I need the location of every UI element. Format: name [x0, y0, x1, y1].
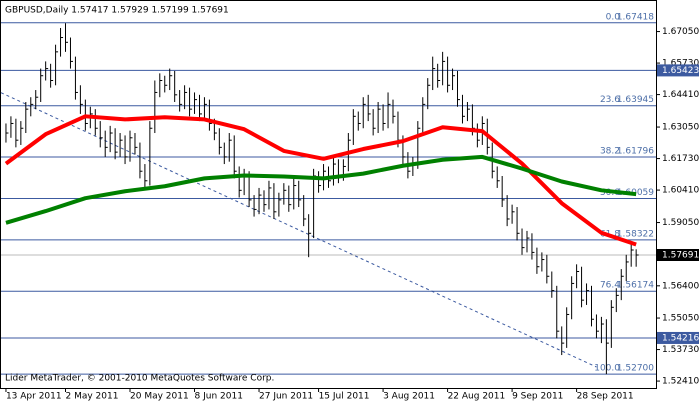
x-tick-label: 9 Sep 2011 — [512, 392, 563, 402]
x-tick-label: 2 May 2011 — [66, 392, 119, 402]
fib-value: 1.56174 — [617, 281, 654, 291]
price-label: 1.65423 — [662, 66, 699, 76]
price-label: 1.54216 — [662, 333, 699, 343]
y-tick-label: 1.65730 — [662, 59, 699, 69]
fib-ratio: 38.2 — [600, 146, 620, 156]
fib-ratio: 0.0 — [606, 12, 621, 22]
x-tick-label: 22 Aug 2011 — [448, 392, 506, 402]
current-price-box — [657, 248, 699, 261]
y-tick-label: 1.67050 — [662, 27, 699, 37]
moving-average — [5, 154, 637, 225]
fib-ratio: 76.4 — [600, 281, 620, 291]
y-tick-label: 1.63050 — [662, 123, 699, 133]
y-tick-label: 1.59050 — [662, 218, 699, 228]
y-tick-label: 1.55050 — [662, 314, 699, 324]
y-tick-label: 1.60410 — [662, 186, 699, 196]
price-box — [657, 331, 699, 344]
price-box — [657, 64, 699, 77]
y-tick-label: 1.64410 — [662, 90, 699, 100]
x-tick-label: 15 Jul 2011 — [319, 392, 370, 402]
x-tick-label: 13 Apr 2011 — [6, 392, 62, 402]
fib-value: 1.67418 — [617, 12, 654, 22]
fib-value: 1.61796 — [617, 146, 654, 156]
fib-ratio: 100.0 — [594, 364, 620, 374]
moving-average — [4, 114, 637, 247]
fib-ratio: 23.6 — [600, 95, 620, 105]
y-tick-label: 1.52410 — [662, 377, 699, 387]
x-tick-label: 28 Sep 2011 — [577, 392, 634, 402]
x-tick-label: 8 Jun 2011 — [195, 392, 243, 402]
fib-value: 1.58322 — [617, 229, 654, 239]
x-tick-label: 27 Jun 2011 — [259, 392, 313, 402]
footer: Lider MetaTrader, © 2001-2010 MetaQuotes… — [5, 374, 274, 384]
x-tick-label: 3 Aug 2011 — [383, 392, 435, 402]
fib-value: 1.63945 — [617, 95, 654, 105]
y-tick-label: 1.53730 — [662, 345, 699, 355]
chart-title: GBPUSD,Daily 1.57417 1.57929 1.57199 1.5… — [5, 6, 229, 16]
y-tick-label: 1.61730 — [662, 154, 699, 164]
current-price-label: 1.57691 — [662, 250, 699, 260]
x-tick-label: 20 May 2011 — [130, 392, 189, 402]
fib-value: 1.52700 — [617, 364, 654, 374]
y-tick-label: 1.56400 — [662, 281, 699, 291]
